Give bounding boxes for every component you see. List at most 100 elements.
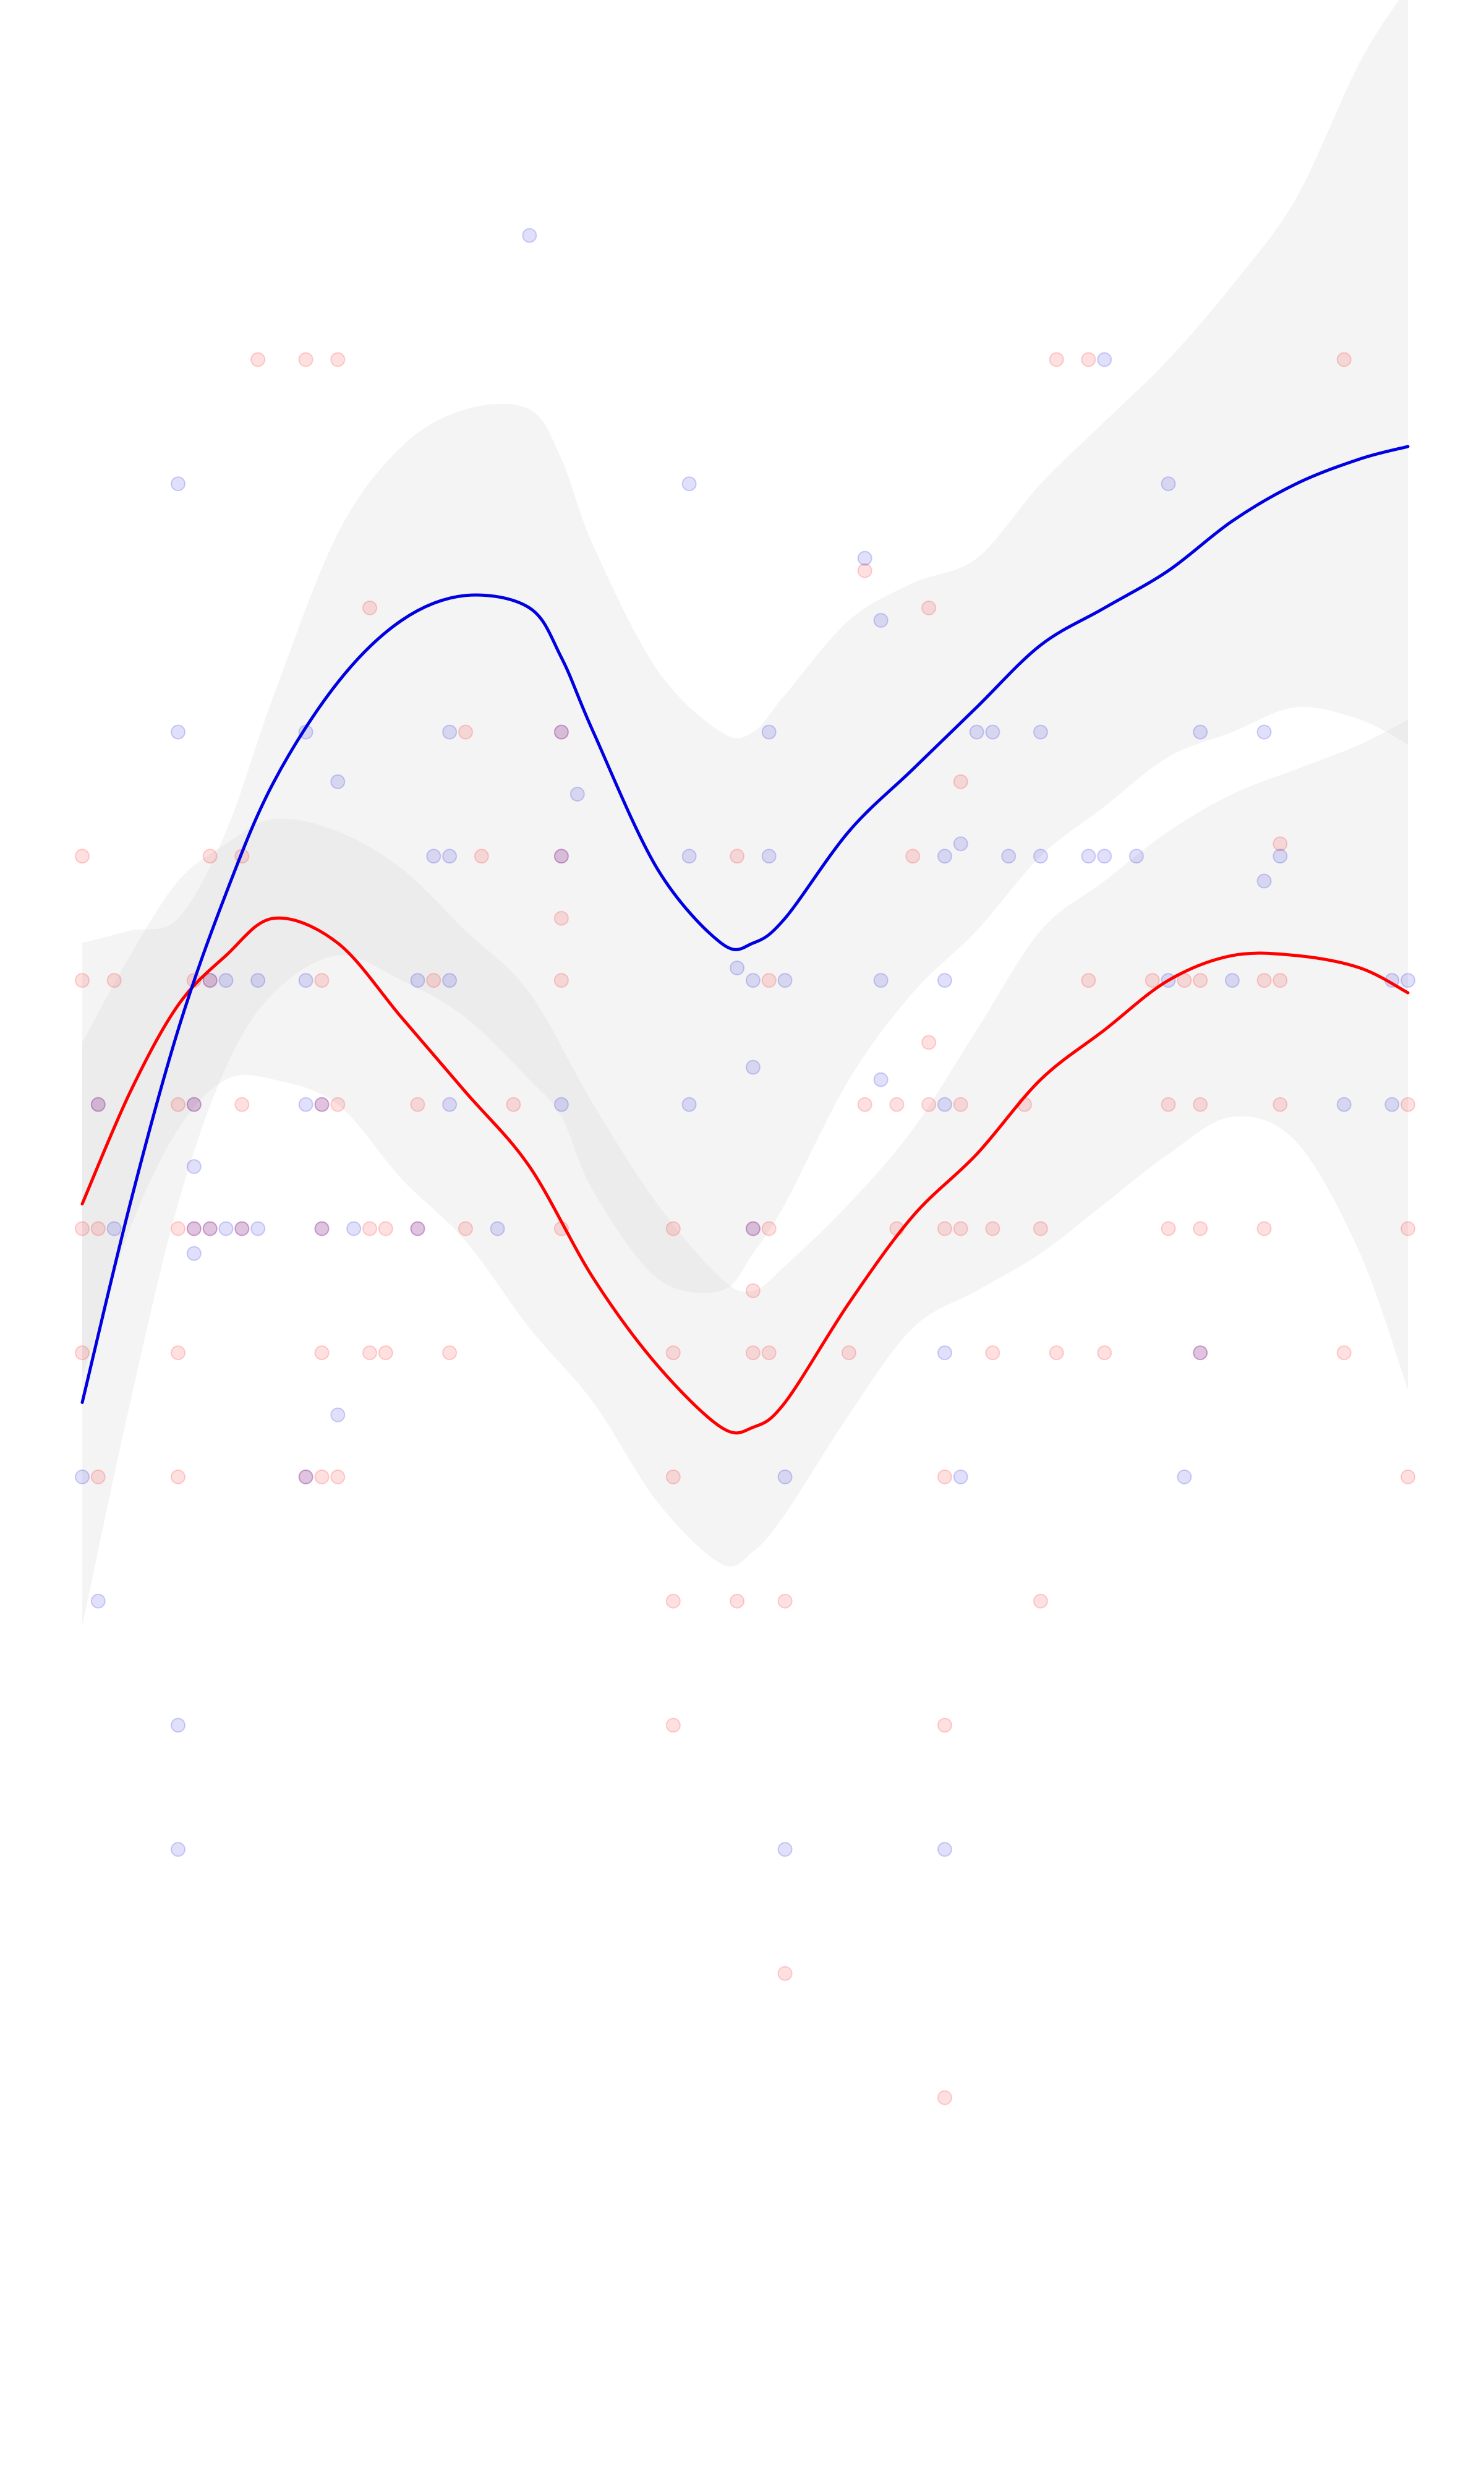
scatter-point-red [1145, 973, 1160, 988]
scatter-point-blue [681, 1097, 697, 1112]
scatter-point-red [474, 849, 489, 864]
scatter-point-blue [171, 476, 186, 492]
scatter-point-blue [777, 973, 793, 988]
scatter-point-red [553, 973, 569, 988]
scatter-point-blue [522, 228, 537, 243]
scatter-point-blue [1001, 849, 1017, 864]
scatter-point-red [330, 352, 346, 367]
scatter-point-blue [90, 1097, 106, 1112]
scatter-point-blue [218, 973, 234, 988]
scatter-point-red [1193, 1097, 1208, 1112]
scatter-point-red [857, 1097, 872, 1112]
scatter-point-blue [250, 973, 266, 988]
scatter-point-blue [426, 849, 441, 864]
scatter-point-red [665, 1593, 681, 1609]
scatter-point-blue [186, 1221, 202, 1236]
scatter-point-red [426, 973, 441, 988]
scatter-point-red [1081, 973, 1096, 988]
scatter-point-red [553, 849, 569, 864]
scatter-point-blue [298, 973, 313, 988]
scatter-point-blue [1033, 724, 1048, 740]
scatter-point-blue [745, 973, 761, 988]
trend-line-blue [80, 445, 1410, 1404]
scatter-point-red [1049, 1345, 1064, 1361]
scatter-point-blue [1097, 352, 1112, 367]
scatter-point-blue [218, 1221, 234, 1236]
confidence-bands [82, 0, 1408, 1626]
scatter-point-blue [730, 961, 745, 975]
scatter-point-red [730, 849, 745, 864]
scatter-point-red [1033, 1593, 1048, 1609]
scatter-point-red [777, 1966, 793, 1981]
scatter-point-blue [745, 1221, 761, 1236]
confidence-band-blue [82, 0, 1408, 1626]
scatter-point-red [90, 1221, 106, 1236]
scatter-point-blue [442, 1097, 458, 1112]
scatter-point-red [1033, 1221, 1048, 1236]
scatter-point-blue [937, 973, 952, 988]
scatter-point-blue [250, 1221, 266, 1236]
scatter-point-red [1256, 973, 1272, 988]
scatter-point-blue [873, 973, 889, 988]
scatter-point-blue [202, 973, 218, 988]
scatter-point-blue [1097, 849, 1112, 864]
scatter-point-blue [186, 1159, 202, 1175]
scatter-point-red [921, 1097, 937, 1112]
scatter-point-red [745, 1283, 761, 1298]
scatter-point-blue [681, 476, 697, 492]
scatter-point-blue [202, 1221, 218, 1236]
scatter-point-red [202, 1221, 218, 1236]
scatter-point-red [75, 849, 90, 864]
scatter-point-red [362, 1345, 377, 1361]
scatter-point-red [378, 1221, 393, 1236]
scatter-point-red [665, 1469, 681, 1484]
scatter-point-blue [490, 1221, 505, 1236]
trend-lines [80, 445, 1410, 1435]
scatter-point-red [889, 1097, 905, 1112]
scatter-point-blue [346, 1221, 362, 1236]
scatter-point-red [314, 1221, 330, 1236]
scatter-point-blue [1128, 849, 1144, 864]
scatter-point-red [202, 973, 218, 988]
scatter-point-blue [1081, 849, 1096, 864]
scatter-point-blue [75, 1469, 90, 1484]
scatter-point-blue [553, 849, 569, 864]
scatter-point-red [777, 1593, 793, 1609]
scatter-point-red [75, 973, 90, 988]
scatter-point-blue [873, 613, 889, 628]
scatter-point-blue [681, 849, 697, 864]
confidence-band-red [82, 719, 1408, 1567]
scatter-point-blue [90, 1593, 106, 1609]
scatter-point-blue [186, 1097, 202, 1112]
scatter-point-red [202, 849, 218, 864]
scatter-point-blue [330, 1407, 346, 1423]
scatter-point-red [1336, 352, 1352, 367]
scatter-point-blue [569, 787, 585, 802]
scatter-point-blue [1161, 476, 1176, 492]
scatter-point-red [90, 1469, 106, 1484]
scatter-point-blue [873, 1072, 889, 1087]
scatter-point-blue [1193, 1345, 1208, 1361]
scatter-point-blue [1033, 849, 1048, 864]
scatter-point-blue [171, 724, 186, 740]
scatter-point-blue [314, 1221, 330, 1236]
scatter-point-red [1401, 1469, 1415, 1484]
scatter-point-red [937, 1469, 952, 1484]
scatter-point-blue [314, 1097, 330, 1112]
scatter-point-red [1273, 973, 1288, 988]
scatter-point-red [745, 1221, 761, 1236]
scatter-point-red [1097, 1345, 1112, 1361]
trend-line-red [80, 916, 1410, 1435]
scatter-point-red [553, 910, 569, 926]
scatter-point-red [1049, 352, 1064, 367]
scatter-point-red [730, 1593, 745, 1609]
scatter-point-red [362, 1221, 377, 1236]
scatter-point-blue [1193, 724, 1208, 740]
scatter-point-red [330, 1469, 346, 1484]
scatter-point-red [171, 1097, 186, 1112]
scatter-point-red [1401, 1221, 1415, 1236]
scatter-point-blue [1256, 724, 1272, 740]
scatter-point-red [234, 1221, 250, 1236]
scatter-point-red [314, 1345, 330, 1361]
